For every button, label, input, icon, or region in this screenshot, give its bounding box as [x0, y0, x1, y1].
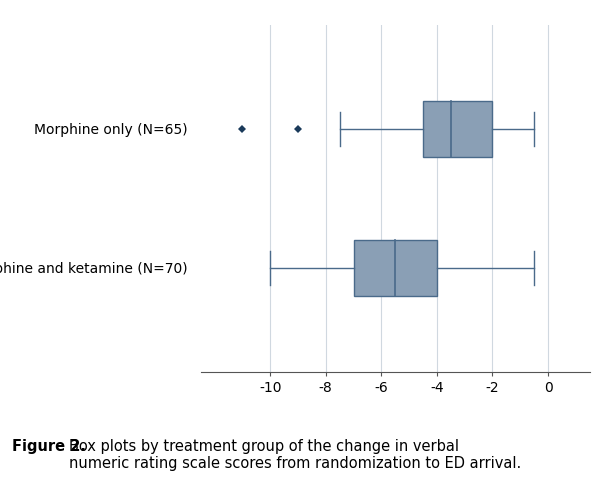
Bar [423, 101, 492, 157]
Bar [353, 240, 437, 296]
Text: Box plots by treatment group of the change in verbal
numeric rating scale scores: Box plots by treatment group of the chan… [69, 439, 521, 471]
Text: Figure 2.: Figure 2. [12, 439, 86, 454]
Text: Figure 2. Box plots by treatment group of the change in verbal
numeric rating sc: Figure 2. Box plots by treatment group o… [12, 439, 470, 471]
